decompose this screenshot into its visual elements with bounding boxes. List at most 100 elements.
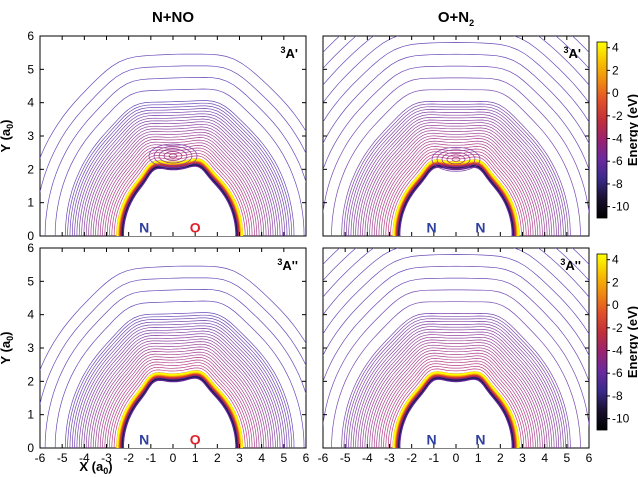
colorbar-tick-label: -10 (612, 200, 630, 214)
contour-line (385, 151, 527, 236)
x-tick-label: -6 (35, 451, 46, 465)
panel-bottom-right: -6 -5 -4 -3 -2 -1 0 1 2 3 4 5 63A''N N (318, 247, 593, 465)
y-tick-label: 3 (27, 341, 34, 355)
y-tick-label: 5 (27, 62, 34, 76)
contour-lines (40, 53, 306, 236)
column-titles: N+NO O+N2 (152, 9, 474, 28)
contour-line (331, 89, 581, 236)
contour-line (357, 331, 555, 448)
contour-line (378, 143, 534, 236)
contour-line (71, 320, 288, 448)
contour-line (109, 150, 251, 236)
contour-line (387, 153, 525, 236)
atom-label-n: N (139, 219, 149, 235)
contour-line (40, 53, 306, 159)
contour-line (113, 155, 246, 236)
atom-label-n: N (475, 219, 485, 235)
atom-label-o: O (190, 431, 201, 447)
colorbar-label: Energy (eV) (625, 306, 638, 378)
wall-contour (392, 371, 520, 448)
contour-line (352, 114, 560, 236)
contour-line (383, 360, 529, 448)
saddle-contour (163, 151, 183, 161)
contour-line (390, 156, 522, 236)
contour-line (373, 350, 539, 448)
axis-label-end: ) (0, 120, 13, 124)
atom-label-n: N (427, 219, 437, 235)
x-tick-label: -5 (340, 451, 351, 465)
axis-label-subscript: 0 (5, 124, 15, 129)
axis-label-end: ) (108, 459, 112, 474)
state-superscript: 3 (560, 257, 565, 267)
contour-line (341, 313, 571, 448)
contour-line (323, 277, 589, 383)
wall-core (124, 379, 236, 448)
x-tick-label: 0 (170, 451, 177, 465)
title-subscript: 2 (469, 18, 474, 28)
contour-line (67, 314, 293, 448)
colorbar-tick-label: 4 (612, 253, 619, 267)
colorbar-label: Energy (eV) (625, 94, 638, 166)
contour-line (88, 126, 272, 236)
state-label: 3A' (281, 45, 299, 61)
wall-core (400, 168, 512, 236)
contour-line (40, 277, 306, 406)
contour-line (44, 77, 306, 236)
y-tick-label: 5 (27, 274, 34, 288)
contour-line (387, 365, 525, 448)
contour-line (64, 312, 295, 448)
wall-core (124, 167, 236, 236)
atom-label-o: O (190, 219, 201, 235)
contour-line (331, 301, 581, 448)
contour-line (81, 118, 279, 236)
contour-line (373, 138, 539, 236)
contour-lines (40, 265, 306, 448)
colorbar-tick-label: 0 (612, 86, 619, 100)
contour-line (104, 145, 255, 236)
state-superscript: 3 (277, 257, 282, 267)
x-tick-label: -2 (406, 451, 417, 465)
contour-line (44, 289, 306, 448)
colorbar-tick-label: -4 (612, 344, 623, 358)
contour-line (106, 359, 253, 448)
contour-line (64, 100, 295, 236)
colorbar-rect (596, 41, 608, 219)
contour-line (106, 147, 253, 236)
contour-line (97, 137, 262, 236)
colorbar-tick-label: -2 (612, 109, 623, 123)
y-tick-label: 6 (27, 241, 34, 255)
contour-line (83, 121, 276, 236)
colorbar-tick-label: -8 (612, 177, 623, 191)
contour-line (366, 130, 546, 236)
colorbar-top: 4 2 0 -2 -4 -6 -8 -10 Energy (eV) (596, 41, 638, 219)
x-tick-label: -4 (79, 451, 90, 465)
x-tick-label: -3 (101, 451, 112, 465)
atom-label-n: N (139, 431, 149, 447)
contour-lines (323, 36, 589, 236)
x-tick-label: 4 (541, 451, 548, 465)
contour-line (85, 123, 274, 236)
state-superscript: 3 (564, 45, 569, 55)
contour-line (371, 135, 541, 236)
colorbar-rect (596, 253, 608, 431)
y-tick-label: 4 (27, 96, 34, 110)
contour-line (90, 341, 269, 448)
x-tick-label: 2 (214, 451, 221, 465)
contour-line (54, 300, 305, 448)
contour-line (78, 116, 281, 236)
state-label: 3A' (564, 45, 582, 61)
colorbar-tick-label: 2 (612, 275, 619, 289)
contour-line (348, 109, 564, 236)
colorbar-tick-label: -6 (612, 366, 623, 380)
contour-line (345, 318, 567, 448)
axis-label-subscript: 0 (5, 336, 15, 341)
y-tick-label: 0 (27, 441, 34, 455)
contour-line (95, 134, 265, 236)
y-axis-label-top: Y (a0) (0, 120, 15, 153)
y-tick-label: 6 (27, 29, 34, 43)
wall-contour (116, 158, 243, 236)
x-tick-label: -1 (145, 451, 156, 465)
